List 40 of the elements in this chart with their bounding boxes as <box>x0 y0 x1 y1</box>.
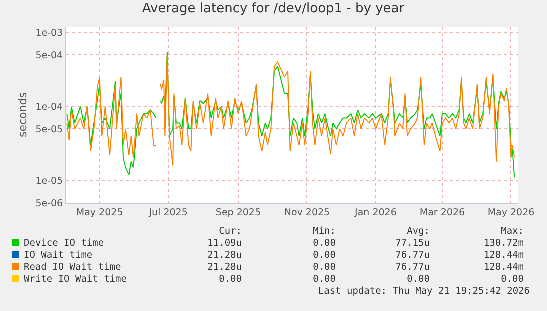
text: 0.00 <box>312 274 336 286</box>
text: 130.72m <box>482 238 524 250</box>
text: 0.00 <box>500 274 524 286</box>
text: 0.00 <box>406 274 430 286</box>
text: 0.00 <box>312 238 336 250</box>
text: 76.77u <box>394 262 430 274</box>
text: 0.00 <box>312 262 336 274</box>
x-tick-label: Mar 2026 <box>420 207 466 218</box>
y-tick-label: 5e-06 <box>36 198 64 210</box>
text: 0.00 <box>218 274 242 286</box>
text: 0.00 <box>312 250 336 262</box>
chart-title: Average latency for /dev/loop1 - by year <box>142 2 406 17</box>
text: 21.28u <box>206 250 242 262</box>
x-tick-label: Sep 2025 <box>216 207 262 218</box>
y-axis-title: seconds <box>16 92 30 138</box>
x-tick-label: Jan 2026 <box>354 207 397 218</box>
legend-label: Write IO Wait time <box>23 274 128 286</box>
x-tick-label: Jul 2025 <box>148 207 188 218</box>
y-tick-label: 5e-04 <box>36 50 64 62</box>
text: Last update: Thu May 21 19:25:42 2026 <box>317 286 530 297</box>
legend-label: Read IO Wait time <box>23 262 122 274</box>
x-tick-label: May 2025 <box>76 207 124 218</box>
text: 21.28u <box>206 262 242 274</box>
legend-label: Device IO time <box>23 238 106 250</box>
text: 76.77u <box>394 250 430 262</box>
legend-label: IO Wait time <box>23 250 94 262</box>
y-tick-label: 1e-05 <box>36 176 64 188</box>
text: 11.09u <box>206 238 242 250</box>
text: 77.15u <box>394 238 430 250</box>
x-tick-label: May 2026 <box>488 207 535 218</box>
text: 128.44m <box>482 262 524 274</box>
y-tick-label: 5e-05 <box>36 124 64 136</box>
text: Max: <box>500 226 524 238</box>
text: Min: <box>312 226 336 238</box>
text: Cur: <box>218 226 242 238</box>
x-tick-label: Nov 2025 <box>284 207 330 218</box>
text: 128.44m <box>482 250 524 262</box>
text: Avg: <box>406 226 430 238</box>
y-tick-label: 1e-04 <box>36 102 64 114</box>
y-tick-label: 1e-03 <box>36 28 64 40</box>
